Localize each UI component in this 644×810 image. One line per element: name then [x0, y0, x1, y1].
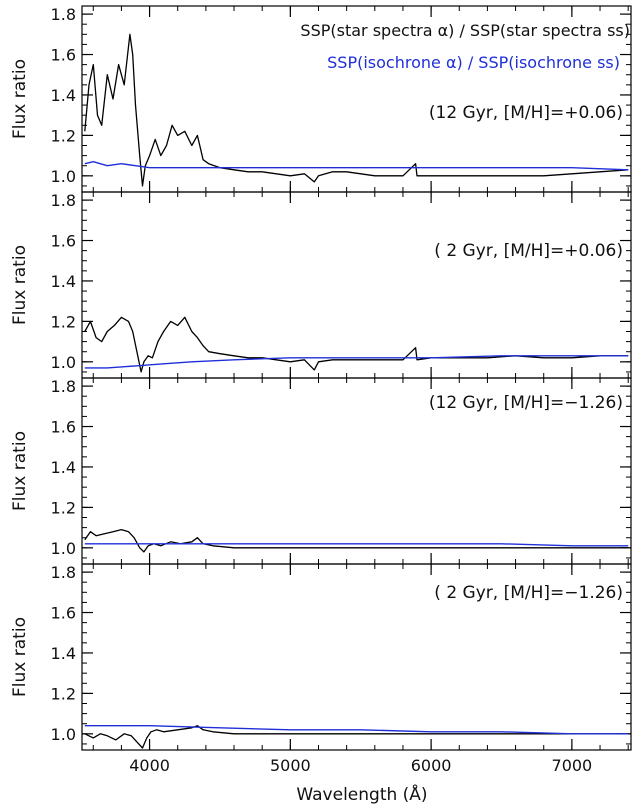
y-tick-label: 1.0 — [51, 539, 76, 558]
y-tick-label: 1.8 — [51, 191, 76, 210]
x-axis-title: Wavelength (Å) — [296, 783, 427, 805]
panel-label: ( 2 Gyr, [M/H]=−1.26) — [434, 583, 623, 603]
y-tick-label: 1.4 — [51, 86, 76, 105]
x-tick-label: 7000 — [552, 756, 593, 775]
y-axis-title: Flux ratio — [10, 59, 30, 139]
panel-frame — [81, 191, 632, 379]
panel-frame — [81, 563, 632, 751]
series-star-spectra-line — [84, 33, 629, 187]
y-tick-label: 1.8 — [51, 563, 76, 582]
y-axis-title: Flux ratio — [10, 431, 30, 511]
x-tick-label: 5000 — [270, 756, 311, 775]
panel-label: ( 2 Gyr, [M/H]=+0.06) — [434, 241, 623, 261]
y-tick-label: 1.2 — [51, 126, 76, 145]
legend-black-label: SSP(star spectra α) / SSP(star spectra s… — [300, 21, 630, 40]
panel-2: 1.0 1.2 1.4 1.6 1.8 Flux ratio ( 2 Gyr, [M/H]=… — [10, 191, 632, 379]
x-tick-label: 4000 — [129, 756, 170, 775]
panel-1: 1.0 1.2 1.4 1.6 1.8 Flux ratio (12 Gyr, [M/H]=… — [10, 5, 632, 193]
y-tick-label: 1.2 — [51, 312, 76, 331]
y-tick-label: 1.0 — [51, 167, 76, 186]
series-isochrone-line — [84, 543, 629, 547]
series-isochrone-line — [84, 725, 629, 735]
y-tick-label: 1.0 — [51, 725, 76, 744]
y-tick-label: 1.8 — [51, 5, 76, 24]
panel-label: (12 Gyr, [M/H]=−1.26) — [429, 393, 623, 413]
y-tick-label: 1.2 — [51, 498, 76, 517]
y-tick-label: 1.6 — [51, 46, 76, 65]
series-isochrone-line — [84, 355, 629, 369]
y-tick-label: 1.6 — [51, 232, 76, 251]
y-tick-label: 1.0 — [51, 353, 76, 372]
series-star-spectra-line — [84, 316, 629, 373]
y-tick-label: 1.4 — [51, 272, 76, 291]
y-tick-label: 1.4 — [51, 644, 76, 663]
x-tick-label: 6000 — [411, 756, 452, 775]
panel-label: (12 Gyr, [M/H]=+0.06) — [429, 103, 623, 123]
panel-3: 1.0 1.2 1.4 1.6 1.8 Flux ratio (12 Gyr, [M/H]=… — [10, 377, 632, 565]
y-tick-label: 1.2 — [51, 684, 76, 703]
y-tick-label: 1.4 — [51, 458, 76, 477]
series-isochrone-line — [84, 160, 629, 171]
y-tick-label: 1.6 — [51, 604, 76, 623]
panel-4: 1.0 1.2 1.4 1.6 1.8 Flux ratio ( 2 Gyr, [M/H]=… — [10, 563, 632, 751]
series-star-spectra-line — [84, 528, 629, 553]
y-tick-label: 1.6 — [51, 418, 76, 437]
y-axis-title: Flux ratio — [10, 245, 30, 325]
y-axis-title: Flux ratio — [10, 617, 30, 697]
legend-blue-label: SSP(isochrone α) / SSP(isochrone ss) — [327, 53, 620, 72]
y-tick-label: 1.8 — [51, 377, 76, 396]
series-star-spectra-line — [84, 725, 629, 749]
